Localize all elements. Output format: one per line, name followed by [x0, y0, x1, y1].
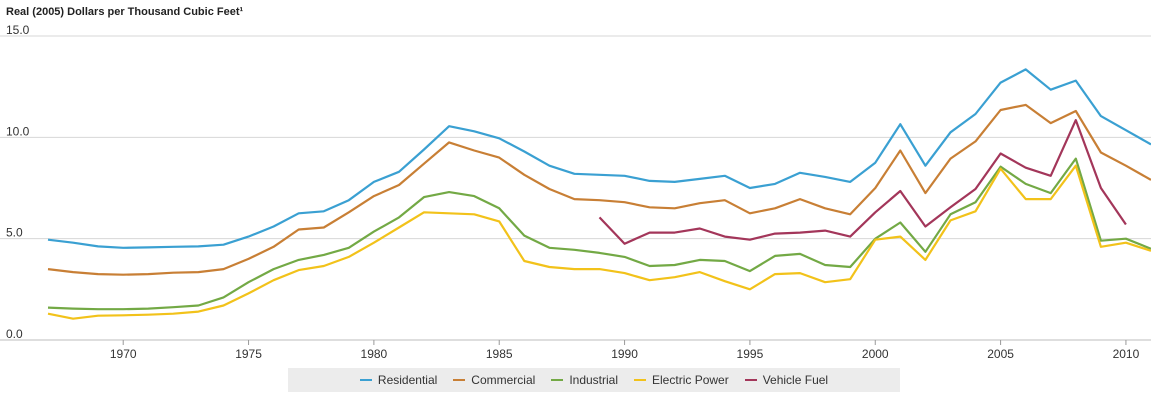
- series-line-industrial: [47, 157, 1151, 311]
- series-line-vehicle-fuel: [598, 118, 1127, 245]
- legend-swatch: [744, 379, 757, 381]
- legend-swatch: [551, 379, 564, 381]
- legend: Residential Commercial Industrial Electric …: [288, 368, 900, 392]
- legend-label: Residential: [377, 373, 438, 387]
- legend-swatch: [634, 379, 647, 381]
- x-tick-label: 1970: [110, 347, 137, 361]
- y-axis-labels: 0.0 5.0 10.0 15.0: [6, 23, 30, 341]
- x-tick-label: 2010: [1113, 347, 1140, 361]
- legend-item: Electric Power: [634, 373, 729, 387]
- legend-label: Vehicle Fuel: [762, 373, 829, 387]
- legend-label: Commercial: [471, 373, 536, 387]
- legend-label: Electric Power: [652, 373, 729, 387]
- series-line-residential: [47, 68, 1151, 249]
- x-tick-label: 1995: [737, 347, 764, 361]
- legend-item: Vehicle Fuel: [744, 373, 829, 387]
- legend-item: Residential: [359, 373, 438, 387]
- chart-title: Real (2005) Dollars per Thousand Cubic F…: [6, 6, 244, 18]
- y-tick-label: 15.0: [6, 23, 30, 37]
- legend-item: Commercial: [453, 373, 535, 387]
- series-line-electric-power: [47, 164, 1151, 320]
- x-tick-label: 1985: [486, 347, 513, 361]
- series-line-commercial: [47, 103, 1151, 276]
- y-tick-label: 10.0: [6, 124, 30, 138]
- x-tick-label: 1975: [235, 347, 262, 361]
- legend-swatch: [359, 379, 372, 381]
- legend-label: Industrial: [569, 373, 619, 387]
- line-chart: 0.0 5.0 10.0 15.0 1970 1975 1980 1985 1990 1995 2…: [0, 23, 1151, 361]
- y-tick-label: 5.0: [6, 226, 23, 240]
- x-tick-label: 1990: [611, 347, 638, 361]
- series-lines: [47, 68, 1151, 320]
- y-tick-label: 0.0: [6, 327, 23, 341]
- x-axis-labels: 1970 1975 1980 1985 1990 1995 2000 2005 2010: [110, 340, 1140, 361]
- gridlines: [0, 35, 1151, 341]
- legend-swatch: [453, 379, 466, 381]
- x-tick-label: 1980: [361, 347, 388, 361]
- x-tick-label: 2000: [862, 347, 889, 361]
- x-tick-label: 2005: [987, 347, 1014, 361]
- legend-item: Industrial: [551, 373, 618, 387]
